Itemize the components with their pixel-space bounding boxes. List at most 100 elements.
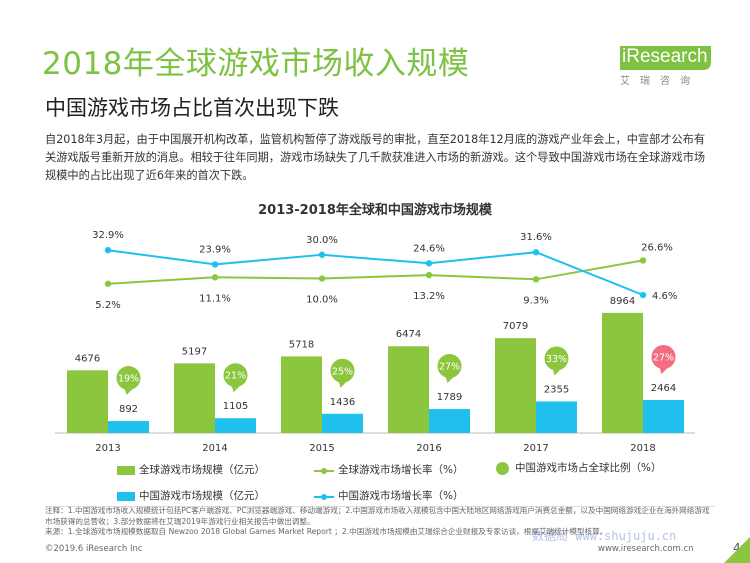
- legend-label-cn-share: 中国游戏市场占全球比例（%）: [515, 462, 662, 474]
- label-china-2016: 1789: [437, 392, 462, 403]
- label-global-2017: 7079: [503, 321, 528, 332]
- legend-label-global-size: 全球游戏市场规模（亿元）: [139, 464, 265, 476]
- x-tick-2018: 2018: [630, 443, 655, 454]
- point-global-growth-2018: [639, 257, 647, 264]
- point-china-growth-2016: [425, 260, 433, 267]
- point-global-growth-2017: [532, 276, 540, 283]
- point-global-growth-2016: [425, 271, 433, 279]
- x-tick-2016: 2016: [416, 443, 441, 454]
- legend-label-cn-size: 中国游戏市场规模（亿元）: [139, 490, 265, 502]
- label-share-2016: 27%: [439, 362, 460, 373]
- label-global-2016: 6474: [396, 329, 421, 340]
- label-china-2013: 892: [119, 404, 138, 415]
- label-global-growth-2017: 9.3%: [523, 295, 548, 306]
- corner-triangle-decoration: [724, 537, 750, 563]
- legend-swatch-green-line: [314, 466, 334, 475]
- bar-china-2015: [322, 413, 363, 433]
- bar-china-2013: [108, 421, 149, 433]
- notes-line-2: 来源：1.全球游戏市场规模数据取自 Newzoo 2018 Global Gam…: [45, 527, 608, 536]
- x-tick-2017: 2017: [523, 443, 548, 454]
- x-tick-2014: 2014: [202, 443, 227, 454]
- label-global-growth-2013: 5.2%: [95, 300, 120, 311]
- legend-label-cn-growth: 中国游戏市场增长率（%）: [338, 490, 464, 502]
- point-china-growth-2017: [532, 249, 540, 256]
- point-global-growth-2013: [104, 280, 112, 287]
- bubble-share-2015: [330, 358, 355, 383]
- legend-global-growth: 全球游戏市场增长率（%）: [314, 462, 463, 477]
- notes-divider: [45, 506, 715, 507]
- label-china-growth-2016: 24.6%: [413, 243, 445, 254]
- label-share-2015: 25%: [332, 366, 353, 377]
- point-china-growth-2014: [211, 261, 219, 268]
- logo-text: iResearch: [622, 46, 708, 67]
- label-china-growth-2013: 32.9%: [92, 230, 124, 241]
- x-tick-2013: 2013: [95, 443, 120, 454]
- bar-global-2017: [495, 338, 536, 433]
- label-china-2014: 1105: [223, 401, 248, 412]
- page-number: 4: [733, 541, 741, 555]
- iresearch-logo: iResearch: [618, 44, 713, 86]
- label-china-growth-2018: 4.6%: [652, 291, 677, 302]
- label-global-2015: 5718: [289, 339, 314, 350]
- bar-global-2013: [67, 370, 108, 433]
- combo-chart: 4676 892 19% 2013 5197 1105 21% 2014 5718 1436 25%…: [55, 230, 695, 454]
- legend-swatch-green-bar: [117, 465, 135, 475]
- bar-global-2018: [602, 312, 643, 433]
- label-china-2017: 2355: [544, 384, 569, 395]
- legend-swatch-blue-line: [314, 492, 334, 501]
- page-subtitle: 中国游戏市场占比首次出现下跌: [45, 96, 339, 120]
- label-global-growth-2014: 11.1%: [199, 293, 231, 304]
- label-china-growth-2017: 31.6%: [520, 232, 552, 243]
- x-tick-2015: 2015: [309, 443, 334, 454]
- bubble-share-2016: [437, 354, 462, 379]
- label-china-2015: 1436: [330, 397, 355, 408]
- bar-china-2018: [643, 399, 684, 433]
- bar-china-2016: [429, 409, 470, 433]
- label-share-2017: 33%: [546, 354, 567, 365]
- point-global-growth-2014: [211, 274, 219, 281]
- legend-cn-growth: 中国游戏市场增长率（%）: [314, 488, 463, 503]
- legend-cn-share: 中国游戏市场占全球比例（%）: [496, 460, 661, 475]
- label-share-2018: 27%: [653, 352, 674, 363]
- footer-url[interactable]: www.iresearch.com.cn: [598, 544, 694, 554]
- label-global-growth-2015: 10.0%: [306, 295, 338, 306]
- legend-global-size: 全球游戏市场规模（亿元）: [117, 462, 265, 477]
- legend-swatch-bubble: [496, 461, 509, 475]
- label-china-growth-2014: 23.9%: [199, 244, 231, 255]
- legend-cn-size: 中国游戏市场规模（亿元）: [117, 488, 265, 503]
- point-global-growth-2015: [318, 275, 326, 282]
- copyright: ©2019.6 iResearch Inc: [45, 544, 143, 554]
- bar-china-2014: [215, 418, 256, 433]
- bubble-share-2014: [223, 363, 248, 388]
- line-global-growth: [107, 259, 644, 285]
- legend-label-global-growth: 全球游戏市场增长率（%）: [338, 464, 464, 476]
- label-global-growth-2016: 13.2%: [413, 291, 445, 302]
- bubble-share-2013: [116, 366, 141, 391]
- point-china-growth-2013: [104, 246, 112, 254]
- label-share-2013: 19%: [118, 374, 139, 385]
- label-china-growth-2015: 30.0%: [306, 235, 338, 246]
- legend-swatch-blue-bar: [117, 491, 135, 501]
- watermark-text: 数据局 www.shujuju.cn: [532, 529, 677, 543]
- bubble-share-2017: [544, 346, 569, 371]
- bubble-share-2018: [651, 344, 676, 369]
- label-global-2018: 8964: [610, 296, 635, 307]
- label-china-2018: 2464: [651, 383, 676, 394]
- notes: 注释：1.中国游戏市场收入规模统计包括PC客户端游戏、PC浏览器端游戏、移动端游…: [45, 506, 715, 538]
- notes-line-1: 注释：1.中国游戏市场收入规模统计包括PC客户端游戏、PC浏览器端游戏、移动端游…: [45, 506, 710, 526]
- chart-title: 2013-2018年全球和中国游戏市场规模: [258, 203, 492, 218]
- label-global-growth-2018: 26.6%: [641, 242, 673, 253]
- label-global-2014: 5197: [182, 346, 207, 357]
- bar-global-2015: [281, 356, 322, 433]
- intro-paragraph: 自2018年3月起，由于中国展开机构改革，监管机构暂停了游戏版号的审批，直至20…: [45, 133, 706, 182]
- bar-china-2017: [536, 401, 577, 433]
- label-global-2013: 4676: [75, 353, 100, 364]
- page-title: 2018年全球游戏市场收入规模: [42, 46, 470, 82]
- label-share-2014: 21%: [225, 371, 246, 382]
- point-china-growth-2015: [318, 251, 326, 258]
- line-china-growth: [107, 249, 644, 296]
- logo-cn-text: 艾瑞咨询: [620, 76, 700, 87]
- point-china-growth-2018: [639, 291, 647, 299]
- bar-global-2016: [388, 346, 429, 433]
- bar-global-2014: [174, 363, 215, 433]
